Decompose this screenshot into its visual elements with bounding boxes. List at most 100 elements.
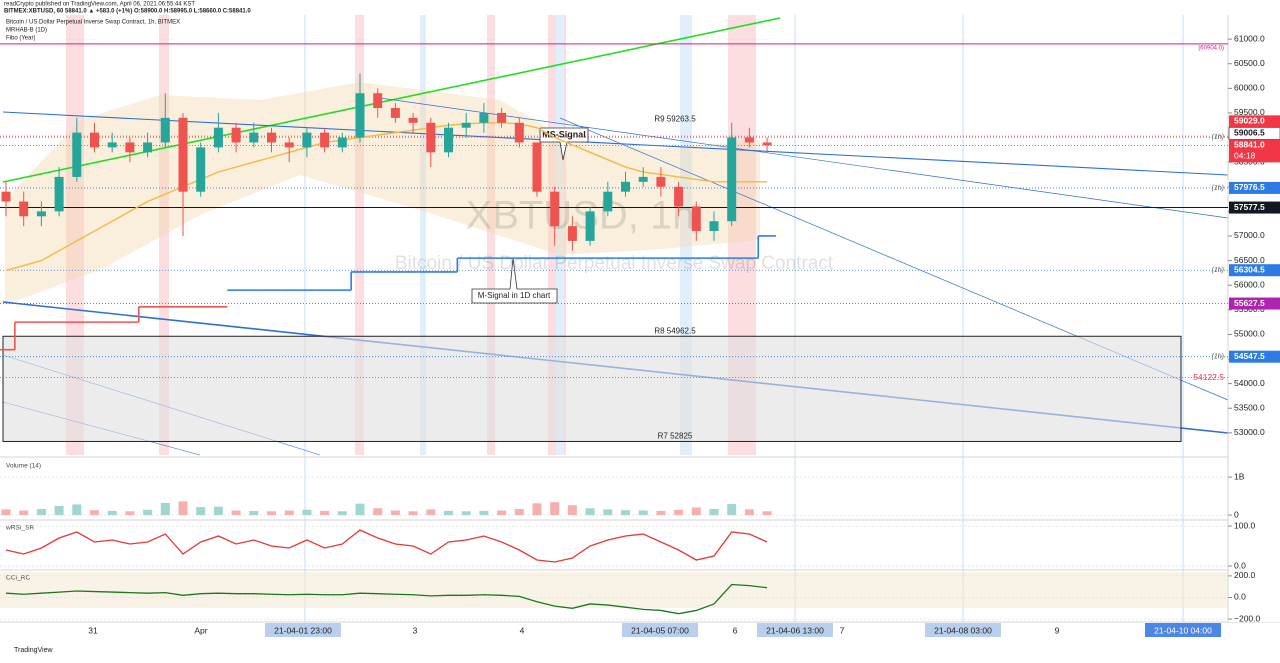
candle-body (426, 122, 436, 153)
candle-body (1, 191, 11, 202)
candle-body (337, 137, 347, 148)
candle-body (125, 142, 135, 153)
candle-body (408, 117, 418, 123)
candle-body (72, 132, 82, 177)
volume-bar (479, 510, 489, 516)
candle-body (514, 122, 524, 143)
volume-bar (408, 511, 418, 516)
header-line: BITMEX:XBTUSD, 60 58841.0 ▲ +583.0 (+1%)… (4, 9, 251, 15)
price-text: (60904.0) (1198, 45, 1224, 51)
timeframe-tag: (1h) (1212, 134, 1224, 141)
candle-body (497, 112, 507, 123)
volume-bar (320, 510, 330, 516)
time-label-box (1145, 623, 1221, 637)
pane-tick-label: 200.0 (1234, 570, 1256, 580)
candle-body (550, 191, 560, 227)
pane-separators (0, 15, 1280, 623)
volume-bar (709, 508, 719, 516)
time-label-box (925, 623, 1001, 637)
annotation: M-Signal in 1D chart (478, 291, 551, 300)
volume-bar (1, 509, 11, 516)
price-countdown: 04:18 (1234, 151, 1256, 161)
annotation: MS-Signal (542, 129, 586, 139)
y-tick-label: 57000.0 (1234, 230, 1265, 240)
legend-indicator: MRHAB-B (1D) (6, 28, 47, 34)
x-tick-label: 6 (733, 625, 738, 635)
volume-bar (674, 509, 684, 516)
y-tick-label: 60000.0 (1234, 83, 1265, 93)
volume-bar (514, 508, 524, 516)
time-label-box (622, 623, 698, 637)
x-tick-label: 3 (413, 625, 418, 635)
level-label: R8 54962.5 (654, 326, 696, 335)
y-tick-label: 56000.0 (1234, 279, 1265, 289)
volume-bar (603, 509, 613, 516)
volume-bar (727, 504, 737, 516)
candle-body (373, 93, 383, 109)
candle-body (727, 137, 737, 222)
timeframe-tag: (1h) (1212, 354, 1224, 361)
candle-body (674, 186, 684, 207)
indicator-line (5, 583, 768, 615)
price-badge-label: 57976.5 (1234, 182, 1265, 192)
m-signal-callout: M-Signal in 1D chart (471, 257, 558, 304)
level-label: R7 52825 (658, 432, 693, 441)
time-grid (304, 15, 1184, 622)
price-badge-label: 59029.0 (1234, 116, 1265, 126)
volume-bar (19, 510, 29, 516)
candle-body (249, 132, 259, 143)
header-line: readCrypto published on TradingView.com,… (4, 2, 195, 8)
candle-body (621, 181, 630, 192)
candle-body (320, 132, 330, 148)
candle-body (267, 132, 276, 143)
price-badge (1229, 139, 1280, 163)
pane-tick-label: 0 (1234, 509, 1239, 519)
x-tick-label: Apr (194, 625, 207, 635)
candle-body (744, 137, 754, 143)
candle-body (196, 147, 206, 192)
time-label-box (757, 623, 833, 637)
candle-body (90, 132, 99, 148)
volume-bar (284, 510, 294, 516)
price-badge (1229, 350, 1280, 363)
price-badge (1229, 201, 1280, 214)
price-text: 54122.5 (1193, 372, 1224, 382)
price-badge-label: 54547.5 (1234, 351, 1265, 361)
volume-bar (744, 509, 754, 516)
volume-bar (231, 510, 241, 516)
volume-bar (36, 508, 46, 516)
time-label-box (265, 623, 341, 637)
candle-body (355, 93, 365, 138)
price-badge (1229, 181, 1280, 194)
legend-title: Bitcoin / US Dollar Perpetual Inverse Sw… (6, 20, 180, 26)
resistance-zone (2, 335, 1182, 442)
volume-bar (90, 510, 99, 516)
volume-bar (337, 511, 347, 516)
candle-body (19, 201, 29, 217)
x-tick-label: 21-04-01 23:00 (274, 625, 332, 635)
x-tick-label: 21-04-10 04:00 (1154, 625, 1212, 635)
y-tick-label: 61000.0 (1234, 33, 1265, 43)
volume-bar (54, 505, 64, 516)
volume-bar (355, 503, 365, 516)
pane-tick-label: 100.0 (1234, 520, 1256, 530)
volume-bar (72, 504, 82, 516)
x-tick-label: 21-04-08 03:00 (934, 625, 992, 635)
volume-bar (390, 510, 400, 516)
volume-bar (267, 511, 276, 516)
y-tick-label: 53000.0 (1234, 427, 1265, 437)
pane-title: CCI_RC (6, 575, 31, 582)
volume-bar (444, 510, 453, 516)
price-badge-label: 57577.5 (1234, 202, 1265, 212)
volume-bar (621, 510, 630, 516)
volume-bar (691, 507, 701, 516)
pane-title: Volume (14) (6, 463, 41, 470)
volume-bar (585, 508, 595, 516)
candle-body (143, 142, 153, 153)
watermark-symbol: XBTUSD, 1h (466, 194, 695, 238)
volume-bar (143, 509, 153, 516)
volume-bar (532, 503, 542, 516)
pane-tick-label: −200.0 (1234, 613, 1261, 623)
candle-body (656, 176, 666, 187)
